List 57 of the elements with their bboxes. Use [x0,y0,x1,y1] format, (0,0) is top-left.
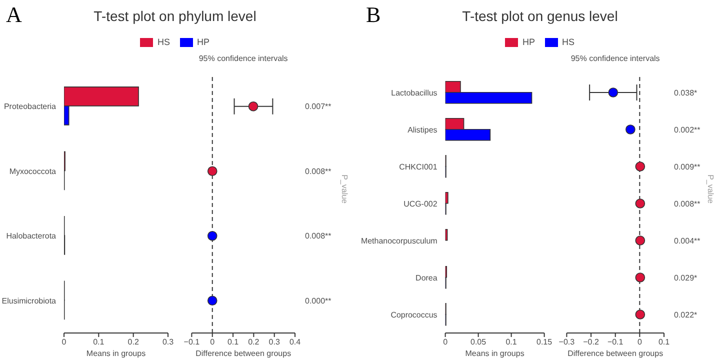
x-tick-label: −0.1 [607,338,624,347]
y-tick-label: Myxococcota [9,166,57,176]
y-tick-label: Dorea [416,273,438,282]
legend-label: HS [156,37,170,47]
chart-title: T-test plot on genus level [462,8,618,24]
text: 0.029* [674,273,698,282]
x-tick-label: 0.2 [248,338,260,347]
y-tick-label: Elusimicrobiota [2,296,57,306]
y-tick-label: CHKCI001 [399,162,438,172]
y2-axis-title: P_value [706,174,716,204]
text: 0.038* [674,88,698,98]
x-axis-title: Difference between groups [568,349,664,358]
x-tick-label: 0 [210,338,216,347]
x-tick-label: 0.15 [536,338,553,347]
text: 0.002** [674,125,700,134]
x-tick-label: 0.1 [93,338,105,347]
x-tick-label: 0.1 [658,338,670,347]
x-tick-label: 0 [62,338,67,347]
text: 0.008** [305,232,332,241]
text: 0.022* [674,310,698,320]
x-axis-title: Means in groups [465,349,524,358]
x-tick-label: 0.3 [162,338,174,347]
text: A [6,2,22,28]
x-tick-label: 0.3 [268,338,280,347]
y-tick-label: Halobacterota [6,232,57,241]
x-tick-label: 0 [637,338,642,347]
text: 0.000** [305,296,332,306]
x-tick-label: 0.05 [470,338,487,347]
y-tick-label: Lactobacillus [391,88,438,98]
x-tick-label: 0.1 [227,338,240,347]
legend-label: HP [196,37,210,47]
x-tick-label: 0.2 [128,338,140,347]
text: 0.008** [305,166,332,176]
x-tick-label: −0.3 [558,338,576,347]
y-tick-label: Proteobacteria [4,102,57,112]
y2-axis-title: P_value [340,174,350,204]
text: 0.009** [674,162,700,172]
text: 0.007** [305,102,332,112]
x-tick-label: −0.1 [184,338,200,347]
x-axis-title: Means in groups [86,349,146,358]
legend-label: HS [561,37,575,47]
chart-subtitle: 95% confidence intervals [570,54,661,63]
legend-label: HP [521,37,535,47]
y-tick-label: Alistipes [408,125,438,134]
text: 0.004** [674,236,700,246]
x-tick-label: 0.1 [506,338,518,347]
text: 0.008** [674,199,700,208]
y-tick-label: UCG-002 [404,199,438,208]
x-tick-label: −0.2 [583,338,600,347]
y-tick-label: Coprococcus [390,310,438,320]
text: B [366,2,381,28]
y-tick-label: Methanocorpusculum [360,236,438,246]
chart-title: T-test plot on phylum level [94,8,256,24]
chart-subtitle: 95% confidence intervals [198,54,289,63]
x-tick-label: 0.4 [289,338,302,347]
x-tick-label: 0 [443,338,448,347]
x-axis-title: Difference between groups [196,349,292,358]
